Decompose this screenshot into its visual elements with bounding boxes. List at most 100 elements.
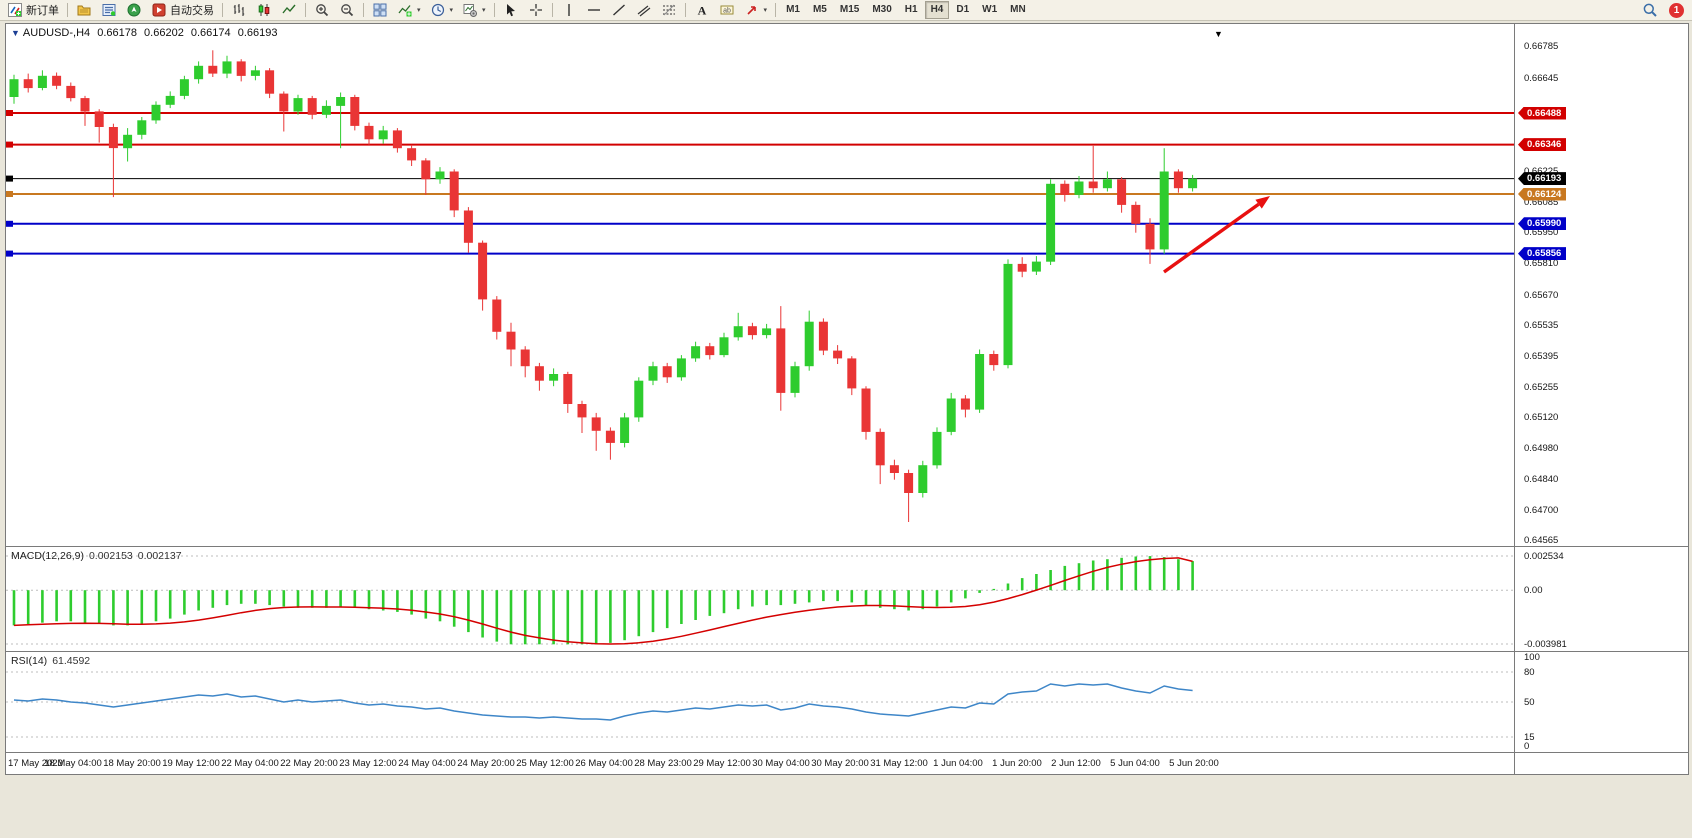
timeframe-button-w1[interactable]: W1: [982, 4, 998, 15]
text-icon: A: [697, 4, 706, 18]
indicators-button[interactable]: ▾: [393, 1, 425, 19]
profiles-button[interactable]: [72, 1, 96, 19]
rsi-scale[interactable]: 100 80 50 15 0: [1515, 652, 1688, 752]
hline-anchor-icon[interactable]: [6, 250, 13, 257]
timeframe-button-h1[interactable]: H1: [904, 4, 918, 15]
tile-windows-icon: [373, 3, 387, 17]
time-axis-label: 31 May 12:00: [870, 758, 928, 769]
price-scale[interactable]: 0.66785 0.66645 0.66225 0.66085 0.65950 0.658…: [1515, 24, 1688, 546]
time-axis-label: 26 May 04:00: [575, 758, 633, 769]
time-axis-label: 30 May 04:00: [752, 758, 810, 769]
price-chart-canvas[interactable]: ▼: [6, 24, 1514, 546]
arrows-tool-button[interactable]: ▾: [740, 1, 772, 19]
cursor-icon: [506, 4, 515, 17]
candlesticks: [9, 50, 1198, 522]
arrow-annotation[interactable]: [1163, 196, 1270, 274]
pane-separator[interactable]: [6, 546, 1688, 547]
bar-chart-mode-button[interactable]: [227, 1, 251, 19]
time-axis-label: 19 May 12:00: [162, 758, 220, 769]
search-button[interactable]: [1638, 1, 1662, 19]
price-badge: 0.65990: [1518, 217, 1567, 231]
chart-title: ▼ AUDUSD-,H4 0.66178 0.66202 0.66174 0.66…: [11, 27, 281, 39]
autotrading-button[interactable]: 自动交易: [147, 1, 218, 19]
rsi-canvas[interactable]: [6, 652, 1514, 752]
price-tick-label: 0.65810: [1524, 258, 1559, 270]
channel-tool-button[interactable]: [632, 1, 656, 19]
collapse-triangle-icon[interactable]: ▼: [11, 28, 20, 38]
price-tick-label: 0.65395: [1524, 350, 1559, 362]
macd-canvas[interactable]: [6, 547, 1514, 651]
periods-button[interactable]: ▾: [426, 1, 458, 19]
pane-separator[interactable]: [6, 752, 1688, 753]
macd-histogram: [12, 556, 1194, 645]
fibonacci-tool-button[interactable]: [657, 1, 681, 19]
new-order-button[interactable]: 新订单: [3, 1, 63, 19]
rsi-label: RSI(14): [11, 655, 48, 667]
notification-badge[interactable]: 1: [1669, 2, 1684, 18]
timeframe-button-m5[interactable]: M5: [812, 4, 827, 15]
timeframe-button-m30[interactable]: M30: [872, 4, 892, 15]
line-chart-icon: [282, 4, 296, 14]
time-axis-label: 23 May 12:00: [339, 758, 397, 769]
hline-anchor-icon[interactable]: [6, 220, 13, 227]
trendline-tool-button[interactable]: [607, 1, 631, 19]
templates-button[interactable]: ▾: [458, 1, 490, 19]
time-axis-label: 18 May 20:00: [103, 758, 161, 769]
timeframe-button-h4[interactable]: H4: [924, 1, 950, 19]
time-axis[interactable]: 17 May 2023 18 May 04:00 18 May 20:00 19 Ma…: [6, 753, 1514, 774]
toolbar-separator: [493, 3, 495, 17]
svg-text:ab: ab: [723, 8, 731, 15]
vertical-line-tool-button[interactable]: [557, 1, 581, 19]
text-label-tool-button[interactable]: ab: [715, 1, 739, 19]
price-badge: 0.65856: [1518, 247, 1567, 261]
time-axis-label: 30 May 20:00: [811, 758, 869, 769]
toolbar-separator: [222, 3, 223, 17]
price-tick-label: 0.66085: [1524, 197, 1559, 209]
zoom-out-button[interactable]: [335, 1, 359, 19]
candlestick-mode-button[interactable]: [252, 1, 276, 19]
time-axis-label: 5 Jun 04:00: [1110, 758, 1160, 769]
hline-anchor-icon[interactable]: [6, 141, 13, 148]
timeframe-button-d1[interactable]: D1: [956, 4, 970, 15]
hline-anchor-icon[interactable]: [6, 191, 13, 197]
text-tool-button[interactable]: A: [690, 1, 714, 19]
chart-symbol: AUDUSD-,H4: [22, 27, 91, 39]
market-watch-icon: [102, 4, 116, 16]
line-chart-mode-button[interactable]: [277, 1, 301, 19]
zoom-in-button[interactable]: [310, 1, 334, 19]
autotrading-icon: [152, 3, 166, 17]
price-tick-label: 0.65535: [1524, 319, 1559, 331]
zoom-in-icon: [316, 4, 329, 17]
cursor-tool-button[interactable]: [499, 1, 523, 19]
macd-scale[interactable]: 0.002534 0.00 -0.003981: [1515, 547, 1688, 651]
autotrading-label: 自动交易: [170, 5, 214, 17]
toolbar-separator: [551, 3, 553, 17]
rsi-line: [13, 683, 1193, 721]
navigator-button[interactable]: [122, 1, 146, 19]
timeframe-button-m1[interactable]: M1: [786, 4, 800, 15]
macd-signal-value: 0.002137: [137, 550, 182, 562]
macd-label-row: MACD(12,26,9) 0.002153 0.002137: [11, 550, 182, 562]
price-tick-label: 0.66225: [1524, 166, 1559, 177]
price-tick-label: 0.65120: [1524, 411, 1559, 423]
hline-anchor-icon[interactable]: [6, 175, 13, 182]
price-tick-label: 0.65670: [1524, 289, 1559, 301]
clock-icon: [431, 3, 444, 17]
macd-tick-label: 0.00: [1524, 584, 1543, 596]
market-watch-button[interactable]: [97, 1, 121, 19]
crosshair-tool-button[interactable]: [524, 1, 548, 19]
pane-separator[interactable]: [6, 651, 1688, 652]
timeframe-button-mn[interactable]: MN: [1010, 4, 1026, 15]
hline-anchor-icon[interactable]: [6, 110, 13, 116]
zoom-out-icon: [341, 4, 354, 17]
horizontal-line-tool-button[interactable]: [582, 1, 606, 19]
price-pane: ▼ ▼ AUDUSD-,H4 0.66178 0.66202 0.66174 0.…: [6, 24, 1514, 546]
template-icon: [463, 4, 478, 17]
macd-signal-line: [13, 557, 1193, 645]
time-axis-label: 24 May 04:00: [398, 758, 456, 769]
object-marker-icon[interactable]: ▼: [1214, 29, 1223, 39]
timeframe-button-m15[interactable]: M15: [839, 4, 860, 15]
tile-windows-button[interactable]: [368, 1, 392, 19]
time-axis-label: 17 May 2023: [8, 758, 63, 769]
new-order-label: 新订单: [26, 5, 59, 17]
